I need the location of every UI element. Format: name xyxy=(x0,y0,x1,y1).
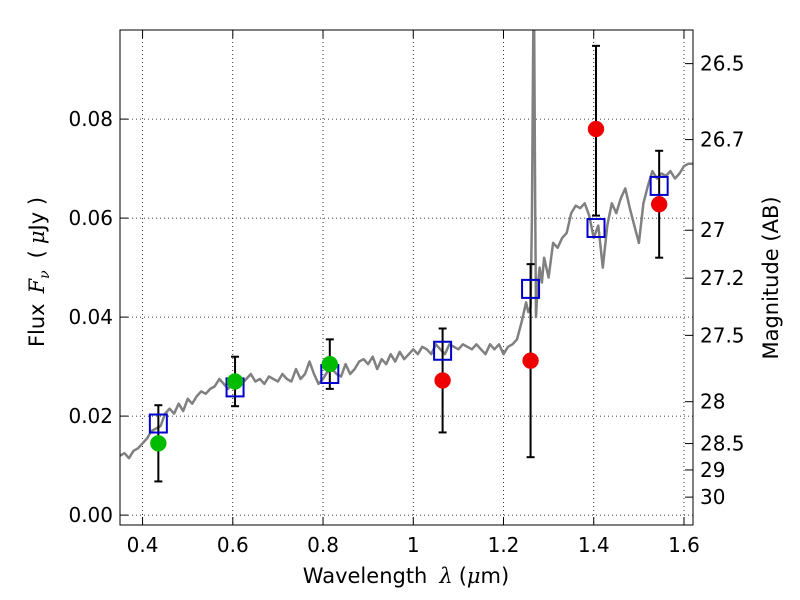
y2-tick-label: 28 xyxy=(700,390,725,414)
plot-area xyxy=(120,30,693,483)
observed-flux-point xyxy=(522,352,539,369)
y-tick-label: 0.02 xyxy=(68,404,113,428)
y2-tick-label: 28.5 xyxy=(700,432,745,456)
model-photometry-square xyxy=(148,413,168,434)
model-photometry-square xyxy=(586,218,606,238)
model-spectrum-line xyxy=(120,30,693,460)
y2-tick-label: 26.7 xyxy=(700,128,745,152)
y2-tick-label: 27 xyxy=(700,218,725,242)
model-photometry-square xyxy=(649,175,669,196)
x-tick-label: 0.6 xyxy=(217,533,249,557)
y2-tick-label: 27.2 xyxy=(700,266,745,290)
axis-ticks: 0.4 0.6 0.8 1 1.2 1.4 1.6 0.00 0.02 0.04 0.06 0.08 2… xyxy=(68,30,745,557)
model-photometry-square xyxy=(433,340,453,361)
y-tick-label: 0.06 xyxy=(68,206,113,230)
observed-flux-point xyxy=(321,355,339,373)
x-tick-label: 1 xyxy=(407,533,420,557)
plot-frame xyxy=(119,29,694,526)
x-tick-label: 1.4 xyxy=(578,533,610,557)
y2-tick-label: 29 xyxy=(700,458,725,482)
y-tick-label: 0.08 xyxy=(68,107,113,131)
x-tick-label: 0.4 xyxy=(127,533,159,557)
y2-tick-label: 27.5 xyxy=(700,323,745,347)
y-tick-label: 0.04 xyxy=(68,305,113,329)
model-photometry-square xyxy=(521,278,541,299)
y-axis-title: FluxFν(μJy ) xyxy=(25,197,53,347)
x-tick-label: 1.2 xyxy=(488,533,520,557)
observed-flux-point xyxy=(587,120,605,138)
observed-flux-point xyxy=(434,372,451,389)
y-tick-label: 0.00 xyxy=(68,503,113,527)
x-axis-title: Wavelength λ (μm) xyxy=(303,564,509,588)
x-tick-label: 0.8 xyxy=(307,533,339,557)
observed-flux-point xyxy=(150,435,167,452)
y2-axis-title: Magnitude (AB) xyxy=(759,196,783,359)
y2-tick-label: 30 xyxy=(700,485,725,509)
observed-flux-point xyxy=(226,373,244,390)
observed-flux-point xyxy=(650,195,668,213)
x-tick-label: 1.6 xyxy=(668,533,700,557)
y2-tick-label: 26.5 xyxy=(700,52,745,76)
